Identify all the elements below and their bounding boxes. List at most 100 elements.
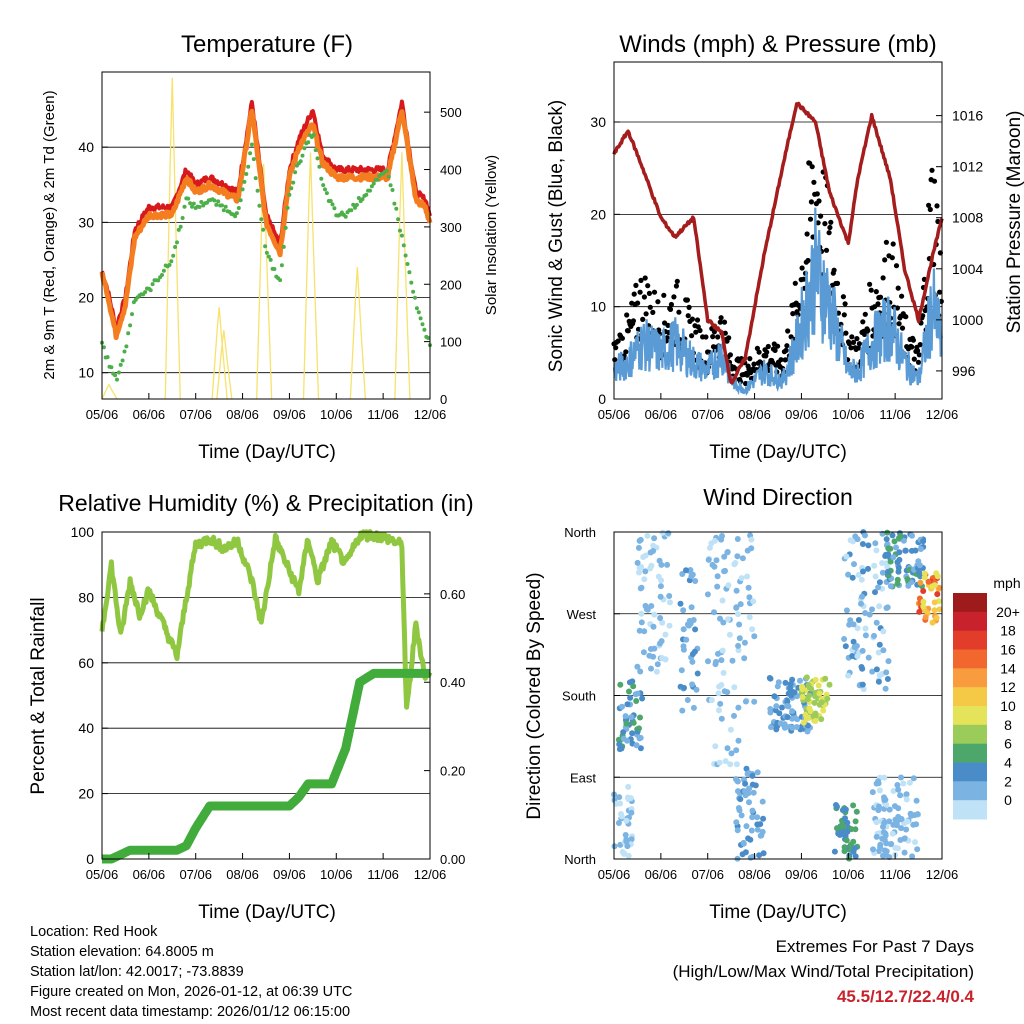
direction-point <box>847 617 854 624</box>
winds-xtick-label: 08/06 <box>738 407 771 422</box>
dewpoint-point <box>306 140 311 145</box>
gust-point <box>846 341 852 347</box>
direction-point <box>779 704 785 711</box>
direction-point <box>654 661 661 668</box>
direction-point <box>909 532 915 539</box>
direction-point <box>768 724 774 731</box>
gust-point <box>815 220 821 226</box>
gust-point <box>772 347 778 353</box>
direction-point <box>751 633 758 640</box>
direction-point <box>843 553 850 560</box>
wind-ytick-label: 30 <box>590 114 606 130</box>
direction-point <box>865 565 871 572</box>
direction-point <box>811 699 818 706</box>
dewpoint-point <box>281 244 286 249</box>
direction-point <box>724 745 731 752</box>
direction-point <box>711 537 718 544</box>
dewpoint-point <box>399 233 404 238</box>
direction-point <box>677 600 684 607</box>
gust-point <box>718 315 724 321</box>
direction-point <box>734 536 741 542</box>
direction-ylabel: Direction (Colored By Speed) <box>524 572 545 819</box>
pressure-ytick-right-label: 1000 <box>952 312 983 328</box>
direction-point <box>706 544 713 551</box>
colorbar-swatch <box>953 668 987 688</box>
dewpoint-point <box>388 183 393 188</box>
direction-point <box>881 819 888 826</box>
humidity-ytick-label: 0 <box>86 851 94 867</box>
dewpoint-point <box>268 257 273 262</box>
direction-point <box>720 669 727 676</box>
direction-point <box>872 540 879 547</box>
gust-point <box>623 349 629 355</box>
gust-point <box>903 314 909 320</box>
gust-point <box>615 338 621 344</box>
direction-point <box>916 569 923 576</box>
colorbar-level-label: 10 <box>1000 698 1016 714</box>
direction-point <box>754 814 761 821</box>
direction-point <box>905 582 912 589</box>
direction-point <box>741 655 748 662</box>
direction-point <box>718 715 725 722</box>
direction-point <box>886 806 893 813</box>
direction-point <box>694 670 701 677</box>
direction-point <box>904 818 911 825</box>
dewpoint-point <box>279 263 284 268</box>
direction-point <box>917 579 924 586</box>
dewpoint-point <box>124 344 129 349</box>
direction-point <box>634 559 641 566</box>
gust-point <box>814 191 820 197</box>
direction-point <box>903 791 910 798</box>
gust-point <box>883 239 890 245</box>
temperature-xtick-label: 06/06 <box>133 407 166 422</box>
colorbar-level-label: 8 <box>1004 717 1012 733</box>
direction-point <box>692 626 699 633</box>
dewpoint-point <box>332 206 337 211</box>
temperature-ytick-label: 40 <box>78 139 94 155</box>
direction-point <box>679 707 686 714</box>
direction-point <box>742 780 749 787</box>
gust-point <box>640 316 646 322</box>
gust-point <box>637 289 643 295</box>
direction-title: Wind Direction <box>703 484 853 510</box>
direction-point <box>886 818 893 825</box>
gust-point <box>893 263 900 269</box>
gust-point <box>703 334 709 340</box>
gust-point <box>697 327 703 334</box>
direction-point <box>903 796 910 803</box>
gust-point <box>828 219 834 225</box>
dewpoint-series <box>100 132 432 382</box>
gust-point <box>673 283 680 289</box>
dewpoint-point <box>178 224 183 229</box>
dewpoint-point <box>216 199 221 204</box>
winds-xtick-label: 09/06 <box>785 407 818 422</box>
gust-point <box>684 297 691 303</box>
direction-point <box>880 852 886 859</box>
direction-point <box>666 622 673 629</box>
dewpoint-point <box>403 253 408 258</box>
direction-point <box>733 747 740 754</box>
dewpoint-point <box>394 206 399 211</box>
direction-point <box>634 663 641 670</box>
direction-point <box>637 745 644 752</box>
direction-point <box>620 729 627 736</box>
temperature-xtick-label: 09/06 <box>273 407 306 422</box>
direction-point <box>850 838 857 845</box>
dewpoint-point <box>246 164 251 169</box>
direction-point <box>889 532 896 539</box>
direction-point <box>719 533 725 539</box>
direction-point <box>633 698 640 704</box>
gust-point <box>624 312 630 318</box>
temperature-xtick-label: 05/06 <box>86 407 119 422</box>
humidity-ytick-label: 20 <box>78 786 94 802</box>
direction-point <box>650 542 657 549</box>
gust-point <box>647 304 653 310</box>
direction-point <box>716 707 722 714</box>
direction-point <box>873 547 880 554</box>
direction-point <box>754 826 761 833</box>
direction-point <box>882 685 889 692</box>
gust-point <box>726 335 732 341</box>
direction-point <box>628 836 635 843</box>
temperature-panel: Temperature (F) 10 20 30 40 05/06 06/06 07/06… <box>41 31 500 463</box>
